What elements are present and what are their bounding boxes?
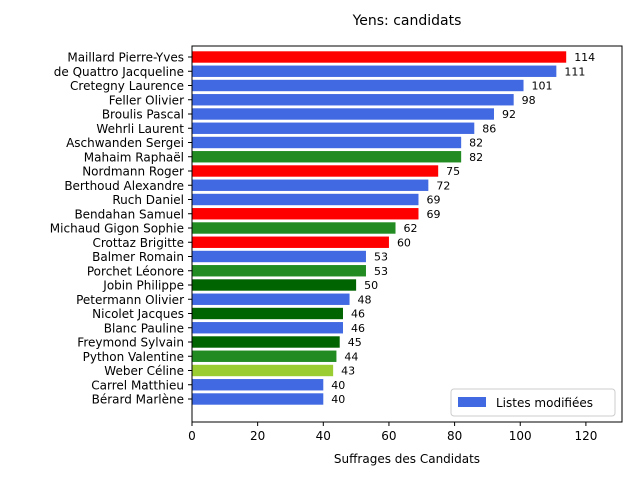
value-label: 44 xyxy=(344,350,358,363)
bar xyxy=(192,151,462,163)
y-tick-label: Ruch Daniel xyxy=(112,193,184,207)
y-tick-label: Aschwanden Sergei xyxy=(66,136,184,150)
y-tick-label: Nordmann Roger xyxy=(82,165,184,179)
value-label: 98 xyxy=(522,94,536,107)
x-tick-label: 120 xyxy=(574,429,597,443)
value-label: 72 xyxy=(436,179,450,192)
value-label: 40 xyxy=(331,379,345,392)
x-axis: 0 20 40 60 80 100 120 xyxy=(188,422,597,443)
y-tick-label: Bérard Marlène xyxy=(92,393,184,407)
value-label: 53 xyxy=(374,251,388,264)
value-label: 69 xyxy=(426,208,440,221)
bar xyxy=(192,122,475,134)
y-tick-label: Blanc Pauline xyxy=(104,321,184,335)
legend-swatch xyxy=(458,397,486,407)
y-tick-label: Freymond Sylvain xyxy=(77,336,184,350)
y-tick-label: Petermann Olivier xyxy=(76,293,184,307)
bar xyxy=(192,136,462,149)
value-label: 75 xyxy=(446,165,460,178)
bar xyxy=(192,51,567,63)
x-tick-label: 80 xyxy=(447,429,462,443)
y-tick-label: Crottaz Brigitte xyxy=(92,236,184,250)
value-label: 45 xyxy=(348,336,362,349)
bar xyxy=(192,393,324,405)
y-tick-label: Maillard Pierre-Yves xyxy=(67,51,184,65)
legend-box xyxy=(450,388,616,417)
value-labels-group: 1141111019892868282757269696260535350484… xyxy=(331,51,595,406)
bar xyxy=(192,379,324,391)
legend-label: Listes modifiées xyxy=(496,396,593,410)
value-label: 53 xyxy=(374,265,388,278)
bar xyxy=(192,279,357,291)
y-tick-label: Cretegny Laurence xyxy=(70,79,184,93)
chart-title: Yens: candidats xyxy=(352,13,462,29)
y-tick-label: Bendahan Samuel xyxy=(74,207,184,221)
x-tick-label: 100 xyxy=(509,429,532,443)
value-label: 50 xyxy=(364,279,378,292)
value-label: 60 xyxy=(397,236,411,249)
x-tick-label: 0 xyxy=(188,429,196,443)
bar xyxy=(192,307,343,320)
bar xyxy=(192,336,340,348)
value-label: 86 xyxy=(482,122,496,135)
y-tick-label: Feller Olivier xyxy=(109,93,184,107)
value-label: 114 xyxy=(574,51,595,64)
bar xyxy=(192,94,514,106)
x-tick-label: 40 xyxy=(316,429,331,443)
bar xyxy=(192,193,419,206)
bar xyxy=(192,364,334,377)
bar xyxy=(192,322,343,334)
bar xyxy=(192,350,337,362)
y-tick-label: Jobin Philippe xyxy=(102,279,184,293)
bar xyxy=(192,265,366,277)
value-label: 48 xyxy=(358,293,372,306)
y-tick-label: Berthoud Alexandre xyxy=(64,179,184,193)
value-label: 92 xyxy=(502,108,516,121)
y-tick-label: Wehrli Laurent xyxy=(96,122,184,136)
x-tick-label: 20 xyxy=(250,429,265,443)
bar xyxy=(192,179,429,191)
bar xyxy=(192,293,350,305)
y-tick-label: Porchet Léonore xyxy=(87,264,184,278)
value-label: 43 xyxy=(341,365,355,378)
bar xyxy=(192,79,524,92)
value-label: 82 xyxy=(469,137,483,150)
value-label: 69 xyxy=(426,194,440,207)
legend: Listes modifiées xyxy=(450,388,616,417)
bars-group xyxy=(192,51,567,405)
value-label: 62 xyxy=(404,222,418,235)
y-tick-label: Michaud Gigon Sophie xyxy=(50,222,184,236)
plot-frame xyxy=(191,45,623,423)
bar xyxy=(192,250,366,263)
bar xyxy=(192,222,396,234)
value-label: 46 xyxy=(351,308,365,321)
value-label: 101 xyxy=(532,80,553,93)
bar xyxy=(192,108,494,120)
y-tick-label: Broulis Pascal xyxy=(102,108,184,122)
y-tick-label: Weber Céline xyxy=(104,364,184,378)
value-label: 46 xyxy=(351,322,365,335)
y-tick-label: Mahaim Raphaël xyxy=(84,150,184,164)
x-axis-title: Suffrages des Candidats xyxy=(334,452,480,466)
bar xyxy=(192,236,389,248)
y-tick-label: de Quattro Jacqueline xyxy=(54,65,184,79)
x-tick-label: 60 xyxy=(381,429,396,443)
y-tick-label: Nicolet Jacques xyxy=(92,307,184,321)
bar xyxy=(192,208,419,220)
bar xyxy=(192,65,557,77)
value-label: 111 xyxy=(564,65,585,78)
y-tick-label: Balmer Romain xyxy=(92,250,184,264)
y-tick-label: Python Valentine xyxy=(83,350,184,364)
y-tick-label: Carrel Matthieu xyxy=(91,378,184,392)
bar xyxy=(192,165,439,177)
value-label: 40 xyxy=(331,393,345,406)
value-label: 82 xyxy=(469,151,483,164)
